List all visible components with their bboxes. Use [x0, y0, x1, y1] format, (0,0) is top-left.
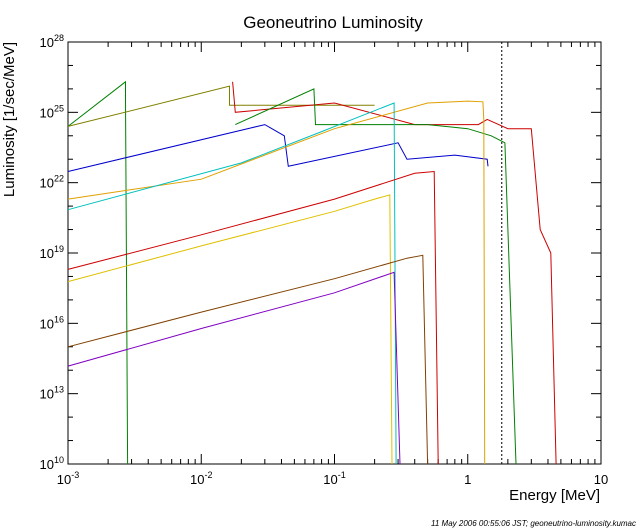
series-line-8 — [67, 170, 439, 465]
series-line-4 — [235, 88, 517, 465]
series-line-6 — [67, 100, 486, 465]
series-line-11 — [67, 271, 401, 465]
y-axis-label: Luminosity [1/sec/MeV] — [1, 42, 18, 197]
x-tick-label: 10-1 — [323, 470, 345, 487]
y-tick-label: 1028 — [40, 33, 64, 50]
x-tick-label: 1 — [464, 472, 471, 487]
x-tick-label: 10-3 — [57, 470, 79, 487]
series-line-7 — [67, 102, 397, 465]
series-line-1 — [67, 80, 129, 465]
tick-labels: 10-3 10-2 10-1 1 101010101310161019102210251… — [40, 33, 609, 487]
x-tick-label: 10-2 — [190, 470, 212, 487]
y-tick-label: 1013 — [40, 385, 64, 402]
series-line-9 — [67, 194, 393, 465]
series-line-10 — [67, 254, 429, 465]
footer-timestamp: 11 May 2006 00:55:06 JST; geoneutrino-lu… — [431, 519, 636, 528]
chart-title: Geoneutrino Luminosity — [243, 13, 423, 32]
y-tick-label: 1025 — [40, 103, 64, 120]
y-tick-label: 1022 — [40, 174, 64, 191]
series-line-3 — [232, 81, 557, 465]
y-tick-label: 1016 — [40, 314, 64, 331]
x-tick-label: 10 — [594, 472, 608, 487]
y-tick-label: 1010 — [40, 455, 64, 472]
x-axis-label: Energy [MeV] — [509, 487, 600, 504]
series-line-2 — [67, 85, 375, 127]
axis-ticks — [67, 41, 602, 465]
series-line-5 — [67, 124, 489, 172]
y-tick-label: 1019 — [40, 244, 64, 261]
series-layer — [67, 42, 557, 465]
